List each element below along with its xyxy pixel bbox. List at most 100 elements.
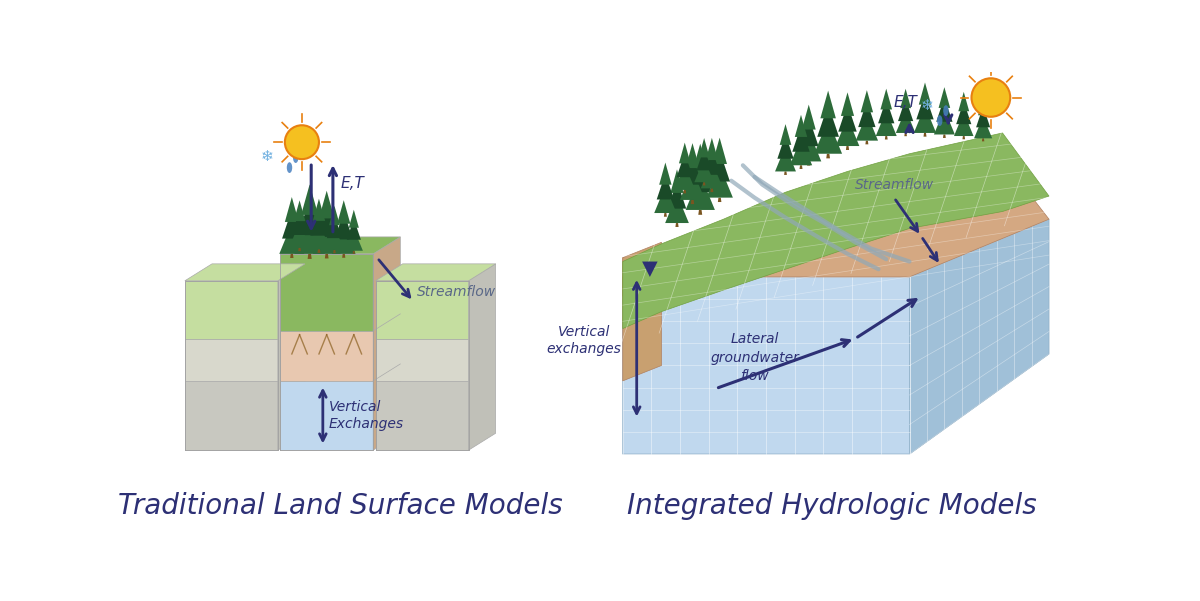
Polygon shape: [326, 216, 342, 238]
Ellipse shape: [287, 162, 293, 173]
Circle shape: [284, 125, 319, 159]
Polygon shape: [814, 120, 842, 154]
Polygon shape: [623, 242, 661, 381]
Polygon shape: [664, 213, 667, 217]
Polygon shape: [943, 135, 946, 138]
Polygon shape: [799, 165, 803, 169]
Polygon shape: [683, 156, 702, 185]
Polygon shape: [698, 210, 702, 215]
Polygon shape: [656, 174, 674, 200]
Polygon shape: [685, 174, 715, 210]
Polygon shape: [780, 124, 791, 145]
Polygon shape: [316, 204, 337, 237]
Polygon shape: [884, 136, 888, 139]
Polygon shape: [718, 198, 721, 202]
Polygon shape: [677, 153, 692, 177]
Polygon shape: [794, 115, 808, 137]
Polygon shape: [917, 94, 934, 120]
Text: Vertical
Exchanges: Vertical Exchanges: [329, 400, 404, 431]
Text: Lateral
groundwater
flow: Lateral groundwater flow: [710, 332, 799, 383]
Polygon shape: [778, 135, 793, 159]
Polygon shape: [898, 99, 913, 121]
Polygon shape: [298, 200, 322, 235]
Text: ❄: ❄: [260, 148, 274, 163]
Polygon shape: [858, 101, 876, 127]
Polygon shape: [698, 138, 709, 157]
Ellipse shape: [293, 152, 299, 163]
Polygon shape: [674, 165, 695, 190]
Polygon shape: [808, 162, 810, 166]
Polygon shape: [689, 158, 712, 192]
Polygon shape: [623, 133, 1049, 329]
Polygon shape: [821, 91, 836, 118]
Polygon shape: [290, 254, 294, 258]
Polygon shape: [301, 185, 318, 215]
Polygon shape: [294, 200, 305, 221]
Polygon shape: [353, 251, 355, 254]
Polygon shape: [292, 211, 307, 235]
Text: E,T: E,T: [341, 175, 365, 191]
Polygon shape: [623, 159, 1049, 296]
Polygon shape: [185, 281, 278, 338]
Polygon shape: [775, 146, 796, 171]
Polygon shape: [710, 188, 713, 192]
Polygon shape: [914, 106, 936, 133]
Polygon shape: [799, 117, 818, 146]
Polygon shape: [703, 182, 706, 186]
Polygon shape: [284, 197, 299, 222]
Polygon shape: [280, 224, 305, 254]
Polygon shape: [695, 159, 714, 182]
Polygon shape: [896, 109, 916, 133]
Polygon shape: [956, 102, 971, 124]
Polygon shape: [294, 216, 325, 254]
Text: Traditional Land Surface Models: Traditional Land Surface Models: [118, 492, 563, 520]
Polygon shape: [373, 237, 401, 450]
Polygon shape: [696, 148, 712, 170]
Polygon shape: [919, 82, 931, 105]
Polygon shape: [281, 237, 401, 254]
Polygon shape: [281, 331, 373, 381]
Polygon shape: [282, 210, 301, 239]
Polygon shape: [185, 264, 305, 281]
Text: E,T: E,T: [894, 94, 918, 109]
Polygon shape: [860, 90, 874, 112]
Polygon shape: [376, 338, 468, 381]
Polygon shape: [959, 92, 970, 111]
Polygon shape: [185, 338, 278, 381]
Polygon shape: [936, 97, 953, 122]
Polygon shape: [976, 106, 990, 127]
Polygon shape: [313, 220, 341, 254]
Polygon shape: [278, 264, 305, 450]
Polygon shape: [703, 149, 720, 175]
Polygon shape: [319, 191, 335, 218]
Polygon shape: [707, 165, 733, 198]
Polygon shape: [325, 254, 329, 258]
Polygon shape: [313, 199, 325, 221]
Polygon shape: [856, 114, 878, 141]
Polygon shape: [654, 186, 677, 213]
Text: Vertical
exchanges: Vertical exchanges: [546, 325, 622, 356]
Polygon shape: [905, 133, 907, 136]
Polygon shape: [329, 206, 340, 225]
Text: Streamflow: Streamflow: [854, 177, 934, 192]
Polygon shape: [878, 99, 894, 123]
Ellipse shape: [943, 105, 949, 116]
Polygon shape: [311, 210, 328, 236]
Polygon shape: [938, 87, 950, 108]
Polygon shape: [676, 223, 678, 227]
Polygon shape: [318, 249, 320, 253]
Polygon shape: [679, 142, 690, 163]
Polygon shape: [665, 194, 689, 223]
Text: Integrated Hydrologic Models: Integrated Hydrologic Models: [628, 492, 1037, 520]
Polygon shape: [376, 281, 468, 338]
Ellipse shape: [937, 115, 942, 126]
Polygon shape: [659, 162, 672, 185]
Polygon shape: [709, 151, 730, 182]
Polygon shape: [982, 138, 984, 141]
Circle shape: [972, 78, 1010, 117]
Polygon shape: [817, 105, 839, 137]
Polygon shape: [841, 93, 854, 116]
Polygon shape: [337, 200, 350, 224]
Polygon shape: [667, 181, 686, 209]
Polygon shape: [289, 222, 310, 248]
